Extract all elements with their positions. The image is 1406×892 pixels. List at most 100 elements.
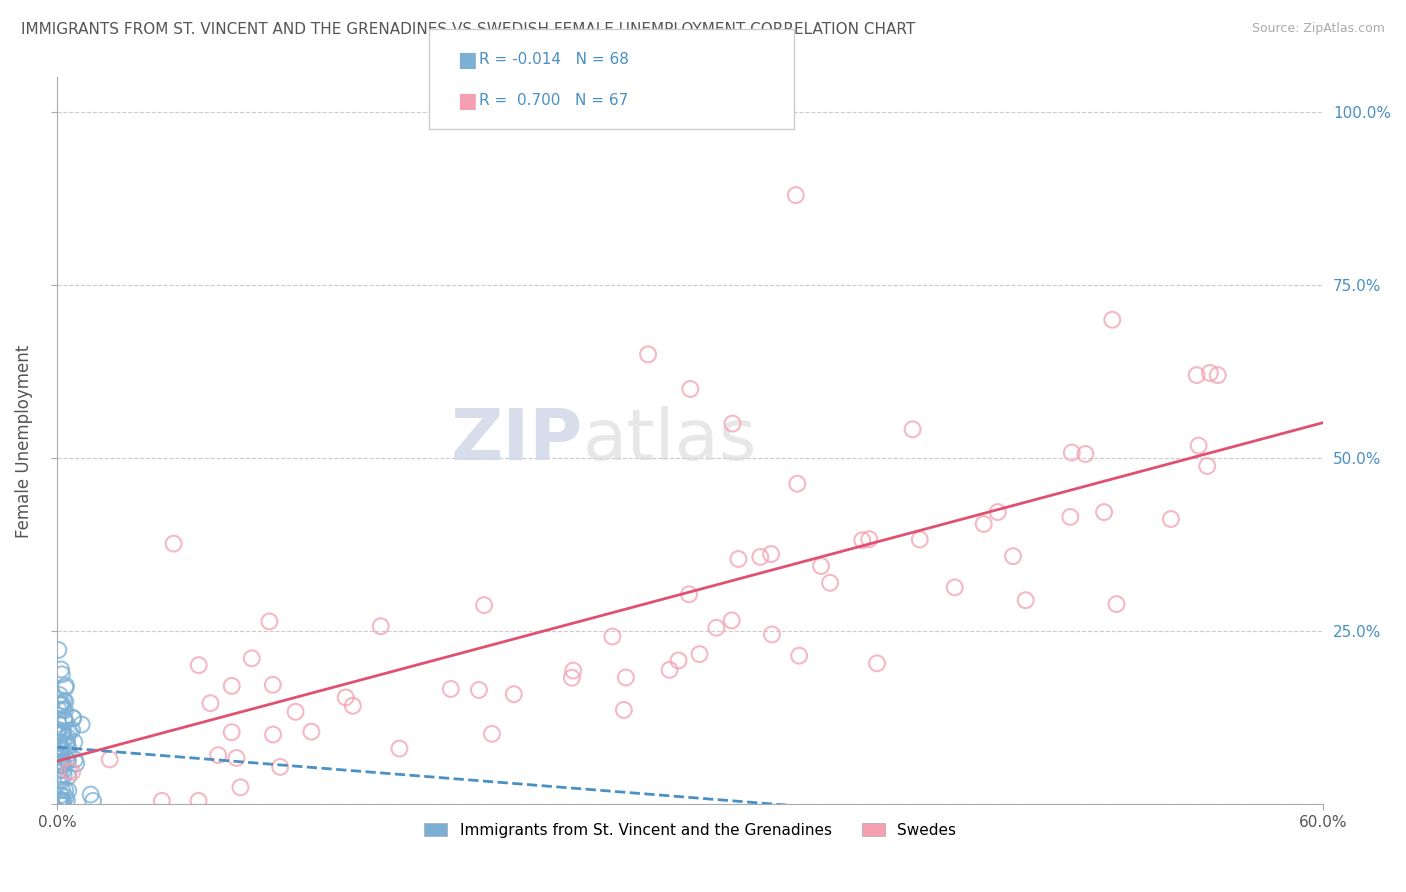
Point: [55, 679, 77, 693]
Point: [1199, 366, 1222, 380]
Point: [48, 643, 70, 657]
Point: [1101, 312, 1123, 326]
Point: [55, 737, 77, 751]
Point: [637, 347, 659, 361]
Point: [1092, 505, 1115, 519]
Point: [51, 773, 73, 788]
Point: [1060, 445, 1083, 459]
Point: [866, 657, 889, 671]
Point: [602, 630, 624, 644]
Point: [851, 533, 873, 548]
Point: [785, 188, 807, 202]
Point: [1059, 510, 1081, 524]
Point: [759, 547, 782, 561]
Point: [51, 755, 73, 769]
Point: [658, 663, 681, 677]
Point: [53, 714, 76, 728]
Point: [1014, 593, 1036, 607]
Point: [49, 792, 72, 806]
Point: [79, 788, 101, 802]
Point: [269, 760, 291, 774]
Point: [689, 647, 711, 661]
Point: [720, 614, 742, 628]
Point: [678, 587, 700, 601]
Point: [1197, 458, 1219, 473]
Point: [51, 727, 73, 741]
Point: [562, 664, 585, 678]
Point: [82, 794, 104, 808]
Point: [49, 788, 72, 802]
Point: [786, 476, 808, 491]
Point: [207, 748, 229, 763]
Point: [1188, 439, 1211, 453]
Point: [858, 532, 880, 546]
Point: [49, 663, 72, 677]
Point: [613, 703, 636, 717]
Point: [53, 703, 76, 717]
Point: [973, 516, 995, 531]
Point: [52, 731, 75, 746]
Point: [70, 717, 93, 731]
Point: [221, 725, 243, 739]
Point: [225, 751, 247, 765]
Point: [51, 751, 73, 765]
Point: [1105, 597, 1128, 611]
Point: [98, 752, 121, 766]
Y-axis label: Female Unemployment: Female Unemployment: [15, 344, 32, 538]
Point: [52, 694, 75, 708]
Point: [388, 741, 411, 756]
Point: [51, 794, 73, 808]
Point: [53, 783, 76, 797]
Point: [63, 752, 86, 766]
Point: [679, 382, 702, 396]
Point: [1002, 549, 1025, 564]
Point: [342, 698, 364, 713]
Point: [749, 549, 772, 564]
Point: [49, 794, 72, 808]
Point: [259, 615, 281, 629]
Point: [614, 670, 637, 684]
Point: [48, 702, 70, 716]
Point: [48, 794, 70, 808]
Point: [370, 619, 392, 633]
Point: [48, 735, 70, 749]
Point: [58, 783, 80, 797]
Point: [52, 763, 75, 777]
Point: [58, 764, 80, 778]
Point: [987, 505, 1010, 519]
Point: [787, 648, 810, 663]
Point: [65, 756, 87, 771]
Point: [727, 552, 749, 566]
Point: [48, 794, 70, 808]
Point: [53, 695, 76, 709]
Point: [55, 790, 77, 805]
Point: [52, 725, 75, 739]
Point: [48, 736, 70, 750]
Point: [62, 711, 84, 725]
Point: [49, 755, 72, 769]
Text: ■: ■: [457, 91, 477, 111]
Point: [56, 730, 79, 744]
Point: [561, 671, 583, 685]
Point: [52, 794, 75, 808]
Point: [908, 533, 931, 547]
Point: [55, 681, 77, 695]
Point: [53, 711, 76, 725]
Point: [818, 575, 841, 590]
Point: [706, 621, 728, 635]
Point: [221, 679, 243, 693]
Point: [1160, 512, 1182, 526]
Point: [187, 794, 209, 808]
Point: [502, 687, 524, 701]
Point: [668, 653, 690, 667]
Point: [58, 723, 80, 738]
Point: [56, 740, 79, 755]
Point: [60, 764, 83, 779]
Text: Source: ZipAtlas.com: Source: ZipAtlas.com: [1251, 22, 1385, 36]
Point: [62, 711, 84, 725]
Point: [901, 422, 924, 436]
Point: [335, 690, 357, 705]
Point: [299, 724, 322, 739]
Point: [49, 794, 72, 808]
Point: [187, 658, 209, 673]
